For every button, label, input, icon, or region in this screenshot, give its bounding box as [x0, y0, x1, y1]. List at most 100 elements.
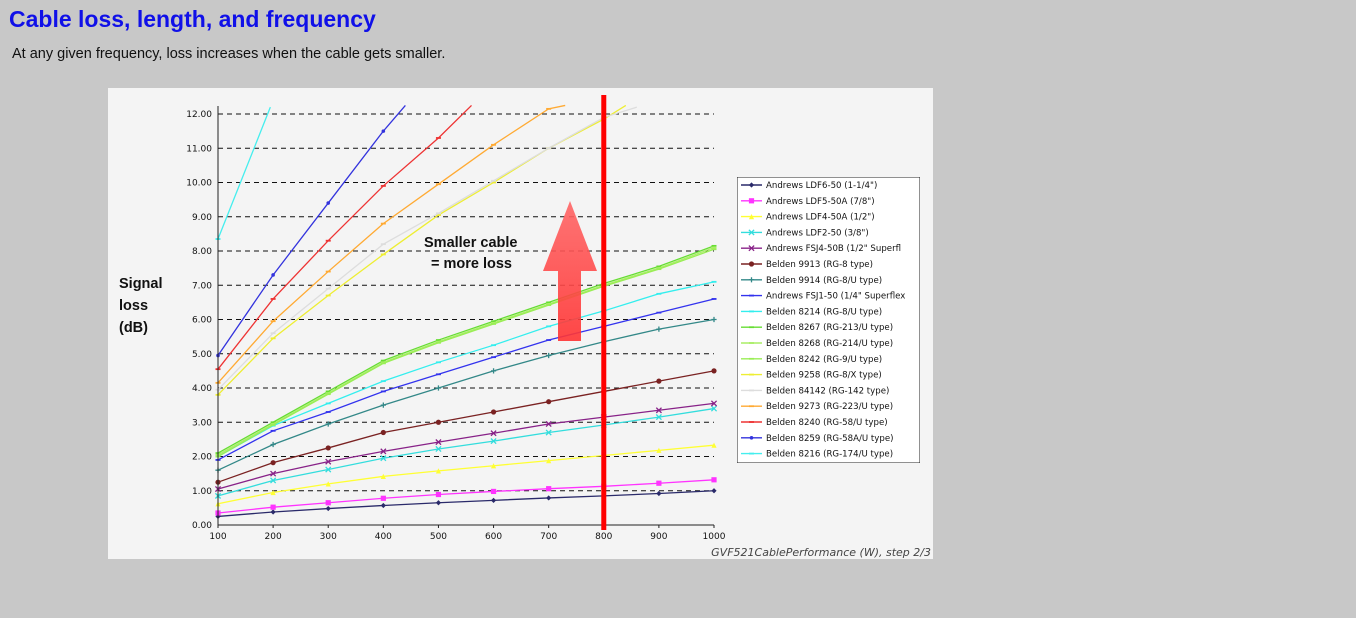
data-point — [380, 390, 386, 393]
data-point — [380, 380, 386, 383]
data-point — [270, 320, 276, 323]
data-point — [748, 214, 755, 220]
data-point — [546, 304, 552, 307]
data-point — [380, 473, 386, 479]
data-point — [325, 239, 331, 242]
series-1 — [215, 477, 717, 516]
x-tick-label: 800 — [595, 532, 612, 542]
data-point — [380, 243, 386, 246]
data-point — [546, 486, 552, 492]
legend-item: Belden 9258 (RG-8/X type) — [741, 371, 882, 381]
data-point — [270, 421, 276, 424]
y-tick-label: 2.00 — [192, 453, 212, 463]
data-point — [325, 411, 331, 413]
data-point — [546, 458, 552, 464]
legend-item: Belden 8242 (RG-9/U type) — [741, 355, 882, 365]
y-tick-label: 10.00 — [186, 179, 212, 189]
series-4 — [214, 400, 718, 493]
data-point — [711, 298, 717, 300]
data-point — [435, 373, 441, 376]
page-subtitle: At any given frequency, loss increases w… — [12, 46, 446, 62]
data-point — [380, 429, 386, 436]
legend-label: Andrews LDF2-50 (3/8") — [766, 228, 869, 238]
data-point — [656, 490, 662, 497]
series-line — [217, 104, 566, 384]
legend-item: Belden 84142 (RG-142 type) — [741, 386, 889, 396]
series-line — [217, 370, 715, 483]
data-point — [491, 356, 497, 359]
data-point — [749, 294, 754, 297]
data-point — [749, 342, 754, 344]
data-point — [271, 273, 275, 277]
data-point — [325, 287, 331, 290]
data-point — [711, 477, 717, 483]
legend-label: Andrews LDF5-50A (7/8") — [766, 197, 875, 207]
data-point — [711, 246, 717, 249]
data-point — [380, 362, 386, 365]
series-line — [217, 444, 715, 505]
annotation-line-1: Smaller cable — [424, 235, 518, 251]
legend-label: Belden 9914 (RG-8/U type) — [766, 276, 882, 286]
data-point — [325, 505, 331, 512]
data-point — [325, 458, 332, 465]
data-point — [491, 344, 497, 347]
legend-item: Belden 8240 (RG-58/U type) — [741, 418, 888, 428]
data-point — [546, 399, 552, 405]
data-point — [749, 452, 754, 455]
data-point — [711, 442, 717, 448]
data-point — [380, 448, 387, 455]
data-point — [546, 325, 552, 328]
legend-label: Andrews LDF4-50A (1/2") — [766, 213, 875, 223]
data-point — [435, 340, 441, 343]
data-point — [749, 310, 754, 313]
data-point — [711, 488, 717, 494]
cable-loss-chart: Smaller cable = more loss 0.00 1.00 2.00 3.… — [119, 95, 931, 559]
series-line — [217, 407, 715, 497]
x-tick-label: 300 — [320, 532, 337, 542]
data-point — [546, 352, 552, 359]
legend-item: Andrews FSJ4-50B (1/2" Superfl — [741, 244, 901, 254]
x-tick-label: 600 — [485, 532, 502, 542]
data-point — [748, 245, 755, 252]
data-point — [380, 253, 386, 256]
series-line — [217, 479, 715, 514]
data-point — [656, 480, 662, 486]
data-point — [749, 389, 754, 392]
legend-item: Andrews LDF4-50A (1/2") — [741, 213, 875, 223]
data-point — [270, 477, 277, 484]
y-axis-label-line-2: loss — [119, 298, 148, 314]
data-point — [490, 430, 497, 437]
data-point — [435, 183, 441, 186]
data-point — [380, 502, 386, 509]
data-point — [270, 298, 276, 300]
y-tick-label: 4.00 — [192, 384, 212, 394]
data-point — [380, 402, 386, 408]
data-point — [435, 500, 442, 506]
legend-label: Belden 8267 (RG-213/U type) — [766, 323, 893, 333]
data-point — [748, 277, 755, 283]
y-tick-label: 8.00 — [192, 247, 212, 257]
chart-credit: GVF521CablePerformance (W), step 2/3 — [711, 546, 931, 559]
series-line — [217, 318, 715, 471]
data-point — [490, 409, 497, 415]
legend-label: Belden 9913 (RG-8 type) — [766, 260, 873, 270]
series-line — [217, 246, 715, 456]
data-point — [491, 320, 497, 323]
data-point — [546, 495, 552, 501]
data-point — [380, 495, 386, 501]
series-8 — [215, 280, 717, 458]
legend-item: Belden 9913 (RG-8 type) — [741, 260, 873, 270]
legend-label: Andrews LDF6-50 (1-1/4") — [766, 181, 877, 191]
data-point — [325, 481, 331, 487]
x-tick-label: 200 — [265, 532, 282, 542]
data-point — [655, 407, 662, 414]
data-point — [491, 179, 497, 182]
data-point — [270, 470, 277, 477]
series-line — [217, 245, 715, 454]
data-point — [381, 129, 386, 133]
data-point — [711, 316, 717, 323]
data-point — [545, 420, 552, 428]
legend-label: Belden 9273 (RG-223/U type) — [766, 402, 893, 412]
data-point — [325, 294, 331, 297]
data-point — [749, 373, 754, 376]
